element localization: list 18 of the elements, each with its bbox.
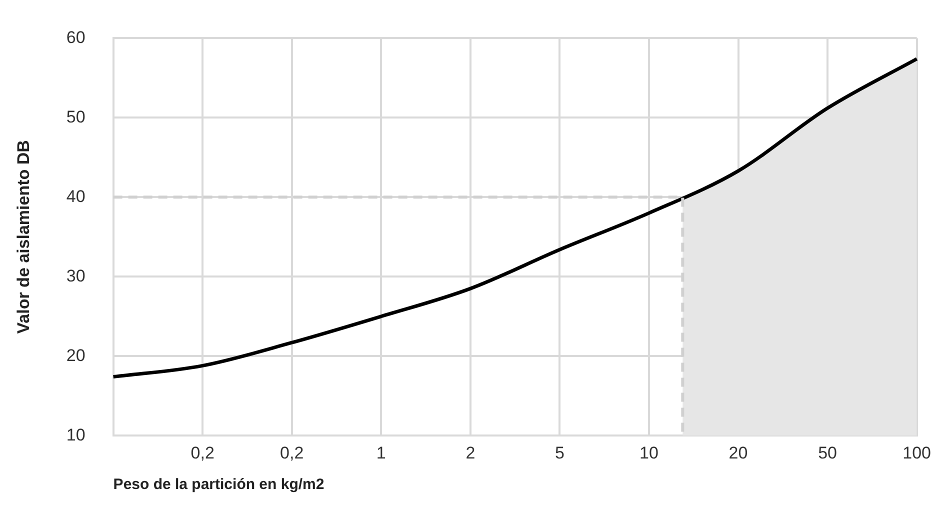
x-axis-title: Peso de la partición en kg/m2 <box>113 476 324 494</box>
x-tick-label: 0,2 <box>190 443 214 462</box>
y-axis-title: Valor de aislamiento DB <box>14 140 33 334</box>
y-tick-label: 40 <box>66 186 86 206</box>
x-tick-label: 2 <box>466 443 476 462</box>
x-tick-label: 20 <box>728 443 748 462</box>
line-series <box>112 57 919 379</box>
x-tick-label: 100 <box>902 443 932 462</box>
y-tick-label: 10 <box>66 425 86 444</box>
x-tick-label: 1 <box>376 443 386 462</box>
x-tick-label: 50 <box>818 443 837 462</box>
y-tick-label: 20 <box>66 346 86 365</box>
x-tick-label: 5 <box>554 443 564 462</box>
y-tick-label: 30 <box>66 266 86 286</box>
y-tick-label: 60 <box>66 28 86 47</box>
x-tick-label: 0,2 <box>280 443 304 462</box>
y-tick-label: 50 <box>66 107 86 126</box>
x-tick-label: 10 <box>640 443 658 462</box>
